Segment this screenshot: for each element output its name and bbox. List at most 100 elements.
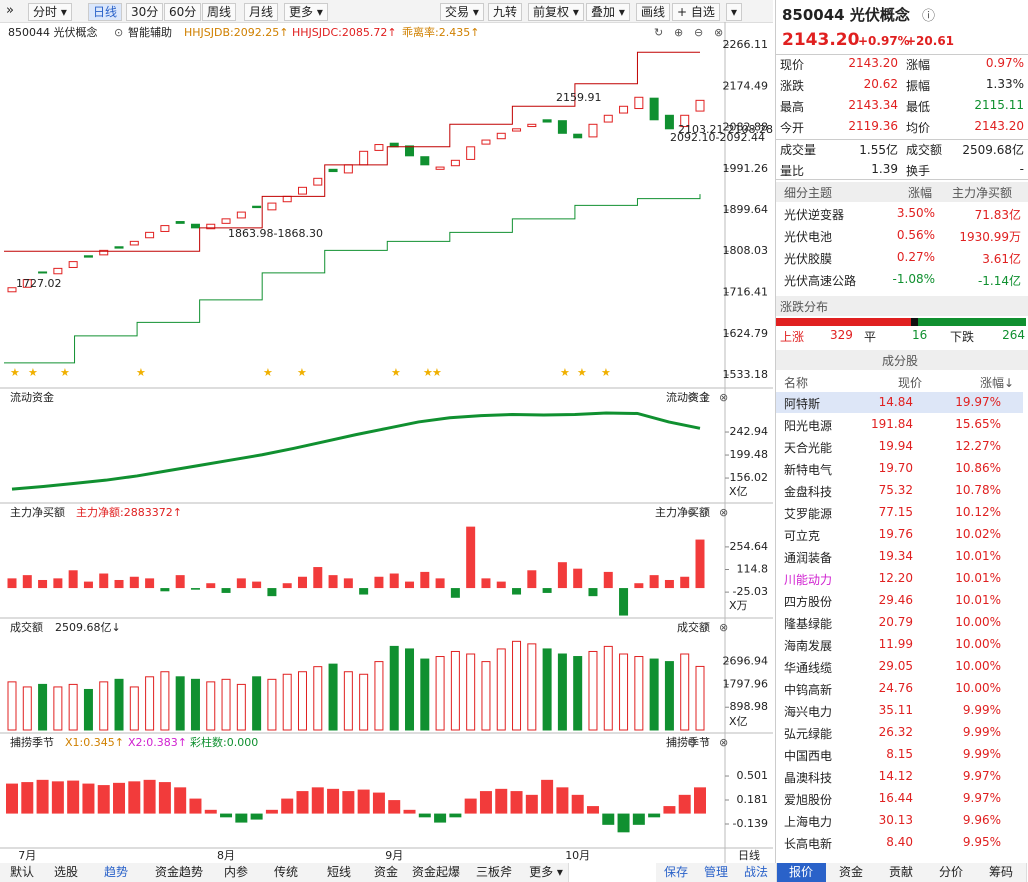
bar: [145, 578, 155, 589]
strategy-tab[interactable]: 传统: [258, 863, 315, 882]
volume-bar: [22, 686, 32, 731]
price-annotation: 1727.02: [16, 277, 62, 290]
stock-pct: 12.27%: [955, 439, 1001, 453]
stock-name[interactable]: 阿特斯: [784, 397, 821, 411]
theme-pct: 3.50%: [896, 206, 935, 220]
strategy-tab[interactable]: 趋势: [88, 863, 145, 882]
stock-name[interactable]: 华通线缆: [784, 661, 833, 675]
bar: [374, 576, 384, 589]
x-tick-label: 7月: [18, 849, 36, 862]
stock-pct: 10.01%: [955, 549, 1001, 563]
collapse-icon[interactable]: »: [6, 3, 14, 18]
tool-button[interactable]: ▾: [726, 3, 743, 21]
stock-name[interactable]: 爱旭股份: [784, 793, 833, 807]
theme-name[interactable]: 光伏电池: [784, 230, 833, 244]
field-value: 2119.36: [848, 119, 898, 133]
panel-icon: ?: [703, 621, 709, 634]
period-button[interactable]: 30分: [126, 3, 164, 21]
quote-tab[interactable]: 资金: [826, 863, 877, 882]
stock-name[interactable]: 通润装备: [784, 551, 833, 565]
strategy-tab[interactable]: 默认: [0, 863, 45, 882]
dist-title: 涨跌分布: [780, 300, 829, 314]
candle: [236, 211, 246, 219]
stock-name[interactable]: 四方股份: [784, 595, 833, 609]
candle: [450, 159, 460, 167]
period-button[interactable]: 分时 ▾: [28, 3, 72, 21]
bar: [22, 575, 32, 589]
action-tab[interactable]: 保存: [656, 863, 697, 882]
period-button[interactable]: 日线: [88, 3, 123, 21]
stock-name[interactable]: 中钨高新: [784, 683, 833, 697]
action-tab[interactable]: 战法: [736, 863, 777, 882]
signal-star: ★: [60, 366, 70, 379]
period-button[interactable]: 周线: [202, 3, 237, 21]
tool-button[interactable]: 画线: [636, 3, 671, 21]
theme-name[interactable]: 光伏胶膜: [784, 252, 833, 266]
strategy-tab[interactable]: 资金起爆: [408, 863, 465, 882]
period-button[interactable]: 更多 ▾: [284, 3, 328, 21]
stock-pct: 9.95%: [962, 835, 1001, 849]
action-tab[interactable]: 管理: [696, 863, 737, 882]
theme-pct: 0.27%: [896, 250, 935, 264]
stock-name[interactable]: 阳光电源: [784, 419, 833, 433]
panel-icon: ↻: [654, 26, 663, 39]
y-tick-label: 1797.96: [723, 677, 769, 690]
stock-name[interactable]: 可立克: [784, 529, 821, 543]
strategy-tab[interactable]: 资金趋势: [144, 863, 215, 882]
bar: [372, 792, 385, 814]
quote-tab[interactable]: 分价: [926, 863, 977, 882]
bar: [204, 809, 217, 814]
tool-button[interactable]: 叠加 ▾: [586, 3, 630, 21]
candle: [634, 96, 644, 110]
stock-pct: 10.01%: [955, 593, 1001, 607]
stock-name[interactable]: 天合光能: [784, 441, 833, 455]
x-tick-label: 9月: [385, 849, 403, 862]
strategy-tab[interactable]: 短线: [314, 863, 365, 882]
tool-button[interactable]: + 自选: [672, 3, 720, 21]
quote-tab[interactable]: 筹码: [976, 863, 1027, 882]
candle: [129, 240, 139, 246]
strategy-tab[interactable]: 三板斧: [464, 863, 525, 882]
stock-name[interactable]: 金盘科技: [784, 485, 833, 499]
stock-name[interactable]: 中国西电: [784, 749, 833, 763]
strategy-tab[interactable]: 更多 ▾: [524, 863, 569, 882]
x-tick-label: 8月: [217, 849, 235, 862]
bar: [678, 794, 691, 814]
period-button[interactable]: 60分: [164, 3, 202, 21]
stock-name[interactable]: 上海电力: [784, 815, 833, 829]
field-label: 量比: [780, 164, 805, 178]
panel-icon: ?: [703, 391, 709, 404]
stock-name[interactable]: 新特电气: [784, 463, 833, 477]
strategy-tab[interactable]: 资金: [364, 863, 409, 882]
stock-name[interactable]: 弘元绿能: [784, 727, 833, 741]
upper-band: [4, 51, 700, 252]
theme-name[interactable]: 光伏逆变器: [784, 208, 845, 222]
bar: [588, 588, 598, 597]
tool-button[interactable]: 九转: [488, 3, 523, 21]
stock-name[interactable]: 海南发展: [784, 639, 833, 653]
tool-button[interactable]: 交易 ▾: [440, 3, 484, 21]
panel-icon: ⚙: [687, 506, 697, 519]
theme-name[interactable]: 光伏高速公路: [784, 274, 857, 288]
panel-icon: ⊗: [714, 26, 723, 39]
volume-bar: [481, 661, 491, 731]
candle: [527, 123, 537, 128]
stock-name[interactable]: 川能动力: [784, 573, 833, 587]
quote-tab[interactable]: 贡献: [876, 863, 927, 882]
tool-button[interactable]: 前复权 ▾: [528, 3, 584, 21]
field-label: 均价: [906, 121, 931, 135]
bar: [449, 813, 462, 818]
field-value: 0.97%: [985, 56, 1024, 70]
strategy-tab[interactable]: 内参: [214, 863, 259, 882]
stock-name[interactable]: 隆基绿能: [784, 617, 833, 631]
quote-tab[interactable]: 报价: [776, 863, 827, 882]
stock-name[interactable]: 晶澳科技: [784, 771, 833, 785]
stock-name[interactable]: 艾罗能源: [784, 507, 833, 521]
stock-name[interactable]: 海兴电力: [784, 705, 833, 719]
period-button[interactable]: 月线: [244, 3, 279, 21]
strategy-tab[interactable]: 选股: [44, 863, 89, 882]
candle: [7, 287, 17, 293]
bar: [512, 588, 522, 595]
stock-price: 20.79: [878, 615, 913, 629]
stock-name[interactable]: 长高电新: [784, 837, 833, 851]
